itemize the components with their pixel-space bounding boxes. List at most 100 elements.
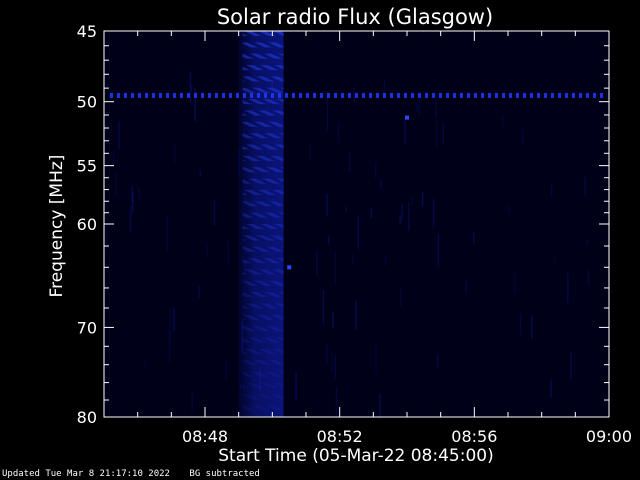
rfi-dot xyxy=(397,92,400,98)
rfi-dot xyxy=(509,92,512,98)
rfi-dot xyxy=(425,92,428,98)
noise-streak xyxy=(514,271,516,294)
rfi-dot xyxy=(432,92,435,98)
noise-streak xyxy=(227,241,230,265)
noise-streak xyxy=(383,78,386,95)
burst-striation xyxy=(242,394,284,400)
rfi-dot xyxy=(131,92,134,98)
burst-striation xyxy=(242,178,284,184)
rfi-dot xyxy=(362,92,365,98)
rfi-dot xyxy=(586,92,589,98)
noise-streak xyxy=(189,72,192,104)
rfi-dot xyxy=(117,92,120,98)
noise-streak xyxy=(206,243,208,259)
rfi-dot xyxy=(271,92,274,98)
noise-streak xyxy=(508,205,510,214)
noise-streak xyxy=(325,344,328,364)
burst-striation xyxy=(242,235,284,241)
noise-streak xyxy=(404,117,406,145)
noise-streak xyxy=(129,205,132,232)
noise-streak xyxy=(379,393,381,419)
rfi-dot xyxy=(355,92,358,98)
rfi-dot xyxy=(446,92,449,98)
noise-streak xyxy=(353,88,355,103)
burst-striation xyxy=(242,382,284,388)
noise-streak xyxy=(335,386,338,419)
noise-streak xyxy=(357,215,360,249)
x-tick-label: 09:00 xyxy=(586,427,632,446)
rfi-dot xyxy=(530,92,533,98)
rfi-dot xyxy=(537,92,540,98)
noise-streak xyxy=(465,279,467,294)
noise-streak xyxy=(355,300,357,330)
noise-streak xyxy=(531,315,533,339)
noise-streak xyxy=(375,341,377,374)
y-tick-label: 80 xyxy=(77,408,97,427)
rfi-dot xyxy=(460,92,463,98)
burst-striation xyxy=(242,303,284,309)
x-tick-label: 08:52 xyxy=(317,427,363,446)
noise-streak xyxy=(334,251,337,285)
rfi-dot xyxy=(467,92,470,98)
noise-streak xyxy=(334,355,337,379)
burst-striation xyxy=(242,224,284,229)
rfi-dot xyxy=(411,92,414,98)
noise-streak xyxy=(554,256,556,265)
noise-streak xyxy=(331,352,333,372)
plot-background xyxy=(104,31,609,417)
noise-streak xyxy=(399,214,401,224)
noise-streak xyxy=(437,233,440,267)
rfi-dot xyxy=(383,92,386,98)
noise-streak xyxy=(131,185,133,203)
noise-streak xyxy=(384,255,387,266)
burst-striation xyxy=(242,258,284,264)
rfi-dot xyxy=(600,92,603,98)
rfi-dot xyxy=(243,92,246,98)
noise-streak xyxy=(550,380,552,398)
noise-streak xyxy=(436,121,438,148)
noise-streak xyxy=(316,250,318,277)
y-axis: 45 50 55 60 70 80 xyxy=(77,22,609,427)
burst-striation xyxy=(242,53,284,59)
rfi-dot xyxy=(341,92,344,98)
noise-streak xyxy=(416,103,418,112)
rfi-dot xyxy=(439,92,442,98)
burst-striation xyxy=(242,280,284,286)
rfi-line xyxy=(110,92,603,98)
noise-streak xyxy=(225,359,228,380)
noise-streak xyxy=(191,392,193,412)
spots xyxy=(287,115,409,270)
rfi-dot xyxy=(516,92,519,98)
processing-note: BG subtracted xyxy=(189,469,260,479)
noise-streak xyxy=(519,313,522,336)
y-axis-label: Frequency [MHz] xyxy=(47,155,67,298)
noise-streak xyxy=(587,269,590,286)
noise-streak xyxy=(370,208,373,218)
spot xyxy=(405,115,409,120)
noise-streak xyxy=(190,83,192,92)
x-axis: 08:48 08:52 08:56 09:00 xyxy=(103,31,632,446)
noise-streak xyxy=(567,272,569,303)
noise-streak xyxy=(436,354,439,368)
burst-striation xyxy=(242,87,284,93)
noise-streak xyxy=(551,183,553,197)
rfi-dot xyxy=(376,92,379,98)
burst-striation xyxy=(242,189,284,195)
chart-title: Solar radio Flux (Glasgow) xyxy=(217,5,493,29)
burst-striation xyxy=(242,314,284,320)
plot-area xyxy=(103,30,610,419)
noise-streak xyxy=(166,215,168,251)
rfi-dot xyxy=(250,92,253,98)
radio-burst xyxy=(238,31,284,417)
noise-streak xyxy=(213,199,216,226)
x-tick-label: 08:56 xyxy=(451,427,497,446)
noise-streak xyxy=(411,196,414,205)
noise-streak xyxy=(326,95,329,131)
status-footer: Updated Tue Mar 8 21:17:10 2022 BG subtr… xyxy=(2,468,274,480)
burst-striation xyxy=(242,201,284,207)
updated-timestamp: Updated Tue Mar 8 21:17:10 2022 xyxy=(2,469,170,479)
rfi-dot xyxy=(593,92,596,98)
rfi-dot xyxy=(502,92,505,98)
rfi-dot xyxy=(488,92,491,98)
noise-streak xyxy=(351,253,354,264)
